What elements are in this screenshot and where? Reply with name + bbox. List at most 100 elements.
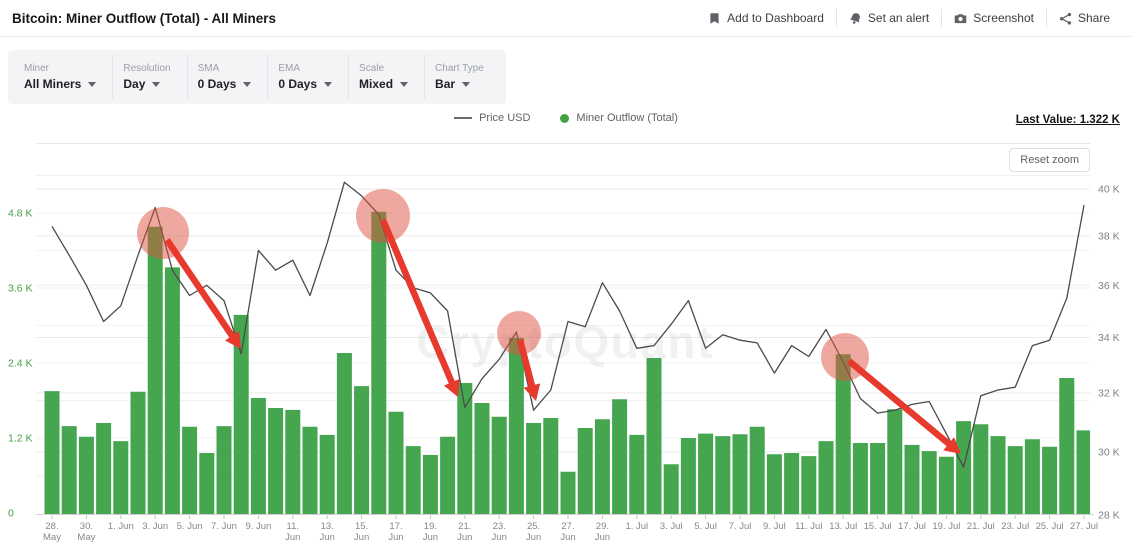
outflow-bar[interactable] — [698, 433, 714, 514]
resolution-value: Day — [123, 77, 146, 91]
outflow-bar[interactable] — [1024, 439, 1040, 514]
annotation-arrow — [164, 238, 236, 340]
last-value-link[interactable]: Last Value: 1.322 K — [1015, 114, 1120, 126]
outflow-bar[interactable] — [440, 436, 456, 514]
outflow-bar[interactable] — [577, 428, 593, 514]
annotation-arrow — [380, 218, 456, 386]
share-label: Share — [1077, 11, 1110, 25]
outflow-bar[interactable] — [680, 438, 696, 514]
outflow-bar[interactable] — [921, 451, 937, 514]
legend-price-label: Price USD — [479, 112, 531, 124]
outflow-bar[interactable] — [835, 354, 851, 514]
outflow-bar[interactable] — [990, 436, 1006, 514]
outflow-bar[interactable] — [526, 423, 542, 514]
x-tick-label: 29. Jun — [595, 521, 610, 543]
outflow-bar[interactable] — [612, 399, 628, 514]
outflow-bar[interactable] — [199, 453, 215, 514]
ema-label: EMA — [278, 63, 300, 74]
add-to-dashboard-button[interactable]: Add to Dashboard — [696, 7, 836, 29]
reset-zoom-button[interactable]: Reset zoom — [1009, 148, 1090, 172]
outflow-bar[interactable] — [801, 456, 817, 514]
outflow-bar[interactable] — [250, 398, 266, 514]
x-tick-label: 28. May — [43, 521, 61, 543]
chevron-down-icon — [243, 81, 252, 87]
outflow-bar[interactable] — [784, 453, 800, 514]
left-axis-label: 4.8 K — [8, 208, 33, 220]
sma-dropdown[interactable]: SMA 0 Days — [186, 55, 268, 99]
annotation-circle — [137, 207, 189, 259]
outflow-bar[interactable] — [216, 426, 232, 514]
x-tick-label: 25. Jul — [1036, 521, 1064, 532]
legend: Price USD Miner Outflow (Total) — [0, 112, 1132, 124]
outflow-bar[interactable] — [508, 338, 524, 514]
outflow-bar[interactable] — [422, 454, 438, 514]
outflow-bar[interactable] — [973, 424, 989, 514]
outflow-bar[interactable] — [732, 434, 748, 514]
outflow-bar[interactable] — [594, 419, 610, 514]
annotation-arrowhead-icon — [443, 379, 460, 397]
outflow-bar[interactable] — [96, 423, 112, 514]
resolution-dropdown[interactable]: Resolution Day — [112, 55, 186, 99]
chart-type-value: Bar — [435, 77, 456, 91]
outflow-bar[interactable] — [147, 226, 163, 514]
outflow-bar[interactable] — [457, 383, 473, 514]
outflow-bar[interactable] — [182, 426, 198, 514]
left-axis-label: 0 — [8, 508, 14, 520]
outflow-bar[interactable] — [646, 358, 662, 514]
chart-type-dropdown[interactable]: Chart Type Bar — [424, 55, 500, 99]
set-alert-button[interactable]: Set an alert — [837, 7, 941, 29]
outflow-bar[interactable] — [78, 436, 94, 514]
legend-item-price[interactable]: Price USD — [454, 112, 530, 124]
right-axis-label: 38 K — [1098, 230, 1120, 242]
outflow-bar[interactable] — [285, 409, 301, 514]
outflow-bar[interactable] — [491, 416, 507, 514]
outflow-bar[interactable] — [61, 426, 77, 514]
outflow-bar[interactable] — [715, 436, 731, 514]
outflow-bar[interactable] — [474, 403, 490, 514]
outflow-bar[interactable] — [44, 391, 60, 514]
scale-dropdown[interactable]: Scale Mixed — [348, 55, 424, 99]
share-icon — [1059, 12, 1072, 25]
outflow-bar[interactable] — [749, 426, 765, 514]
outflow-bar[interactable] — [852, 443, 868, 514]
outflow-bar[interactable] — [405, 446, 421, 514]
outflow-bar[interactable] — [904, 444, 920, 514]
outflow-bar[interactable] — [1042, 446, 1058, 514]
x-tick-label: 9. Jul — [763, 521, 786, 532]
share-button[interactable]: Share — [1047, 7, 1122, 29]
outflow-bar[interactable] — [818, 441, 834, 514]
outflow-bar[interactable] — [268, 408, 284, 514]
outflow-bar[interactable] — [319, 434, 335, 514]
outflow-bar[interactable] — [938, 456, 954, 514]
outflow-bar[interactable] — [543, 418, 559, 514]
outflow-bar[interactable] — [302, 426, 318, 514]
outflow-bar[interactable] — [766, 454, 782, 514]
outflow-bar[interactable] — [870, 443, 886, 514]
legend-item-outflow[interactable]: Miner Outflow (Total) — [560, 112, 678, 124]
ema-dropdown[interactable]: EMA 0 Days — [267, 55, 348, 99]
outflow-bar[interactable] — [336, 353, 352, 514]
outflow-bar[interactable] — [164, 267, 180, 514]
annotation-arrowhead-icon — [943, 437, 961, 454]
annotation-circle — [497, 311, 541, 355]
outflow-bar[interactable] — [1076, 430, 1091, 514]
annotation-arrow — [846, 358, 953, 448]
outflow-bar[interactable] — [233, 314, 249, 514]
outflow-bar[interactable] — [663, 464, 679, 514]
outflow-bar[interactable] — [629, 434, 645, 514]
outflow-bar[interactable] — [388, 411, 404, 514]
right-axis-label: 34 K — [1098, 332, 1120, 344]
outflow-bar[interactable] — [560, 471, 576, 514]
screenshot-label: Screenshot — [973, 11, 1034, 25]
x-tick-label: 27. Jun — [560, 521, 575, 543]
outflow-bar[interactable] — [371, 211, 387, 514]
outflow-bar[interactable] — [130, 391, 146, 514]
outflow-bar[interactable] — [113, 441, 129, 514]
outflow-bar[interactable] — [1059, 378, 1075, 514]
screenshot-button[interactable]: Screenshot — [942, 7, 1046, 29]
outflow-bar[interactable] — [887, 409, 903, 514]
outflow-bar[interactable] — [1007, 446, 1023, 514]
outflow-bar[interactable] — [354, 386, 370, 514]
chart-canvas[interactable]: CryptoQuant 28. May 30. May 1. Jun 3. Jun 5. Ju… — [0, 130, 1132, 545]
miner-dropdown[interactable]: Miner All Miners — [14, 55, 112, 99]
